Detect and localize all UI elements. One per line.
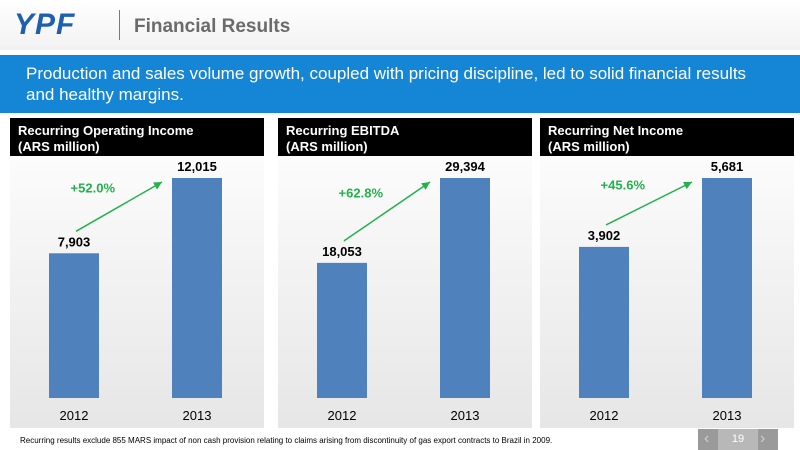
bar-2012 <box>317 262 367 398</box>
growth-arrow-head <box>153 182 162 190</box>
chart-header-title: Recurring EBITDA <box>286 123 400 138</box>
growth-label: +52.0% <box>71 181 116 196</box>
growth-arrow-line <box>343 181 431 242</box>
summary-banner: Production and sales volume growth, coup… <box>0 55 800 113</box>
growth-label: +62.8% <box>339 185 384 200</box>
chart-header-title: Recurring Net Income <box>548 123 684 138</box>
value-label-2012: 18,053 <box>322 244 362 259</box>
value-label-2013: 5,681 <box>711 159 744 174</box>
chart-header-title: Recurring Operating Income <box>18 123 194 138</box>
page-title: Financial Results <box>134 16 291 37</box>
x-tick-2013: 2013 <box>183 408 212 423</box>
growth-arrow-line <box>75 181 163 232</box>
chart-panel-net-income: Recurring Net Income (ARS million) 3,902… <box>540 118 794 428</box>
growth-arrow-head <box>683 181 692 190</box>
ypf-logo: YPF <box>14 8 76 41</box>
x-tick-2012: 2012 <box>590 408 619 423</box>
page-number: 19 <box>718 429 758 450</box>
chart-panel-operating-income: Recurring Operating Income (ARS million)… <box>10 118 264 428</box>
value-label-2012: 3,902 <box>588 228 621 243</box>
x-tick-2012: 2012 <box>60 408 89 423</box>
chart-header: Recurring Operating Income (ARS million) <box>10 118 264 156</box>
growth-arrow-line <box>605 181 693 226</box>
growth-arrow-head <box>421 182 430 190</box>
chart-header: Recurring EBITDA (ARS million) <box>278 118 532 156</box>
bar-2013 <box>172 178 222 398</box>
header-divider <box>119 10 120 40</box>
slide-pager: ‹ 19 › <box>698 429 778 450</box>
bar-2013 <box>702 178 752 398</box>
bar-2012 <box>49 253 99 398</box>
x-tick-2013: 2013 <box>713 408 742 423</box>
value-label-2013: 29,394 <box>445 159 486 174</box>
chart-header-unit: (ARS million) <box>286 139 368 154</box>
chart-panel-ebitda: Recurring EBITDA (ARS million) 18,053 201… <box>278 118 532 428</box>
bar-chart-operating-income: 7,903 2012 12,015 2013 +52.0% <box>49 159 222 423</box>
value-label-2012: 7,903 <box>58 234 91 249</box>
summary-text: Production and sales volume growth, coup… <box>26 64 747 104</box>
x-tick-2013: 2013 <box>451 408 480 423</box>
bar-2013 <box>440 178 490 398</box>
bar-chart-net-income: 3,902 2012 5,681 2013 +45.6% <box>579 159 752 423</box>
growth-label: +45.6% <box>601 177 646 192</box>
chart-header-unit: (ARS million) <box>548 139 630 154</box>
next-slide-icon[interactable]: › <box>760 430 766 447</box>
bar-2012 <box>579 246 629 398</box>
footnote: Recurring results exclude 855 MARS impac… <box>20 436 553 445</box>
value-label-2013: 12,015 <box>177 159 217 174</box>
x-tick-2012: 2012 <box>328 408 357 423</box>
chart-header-unit: (ARS million) <box>18 139 100 154</box>
bar-chart-ebitda: 18,053 2012 29,394 2013 +62.8% <box>317 159 490 423</box>
header-bar: YPF Financial Results <box>0 0 800 50</box>
prev-slide-icon[interactable]: ‹ <box>704 430 710 447</box>
chart-header: Recurring Net Income (ARS million) <box>540 118 794 156</box>
